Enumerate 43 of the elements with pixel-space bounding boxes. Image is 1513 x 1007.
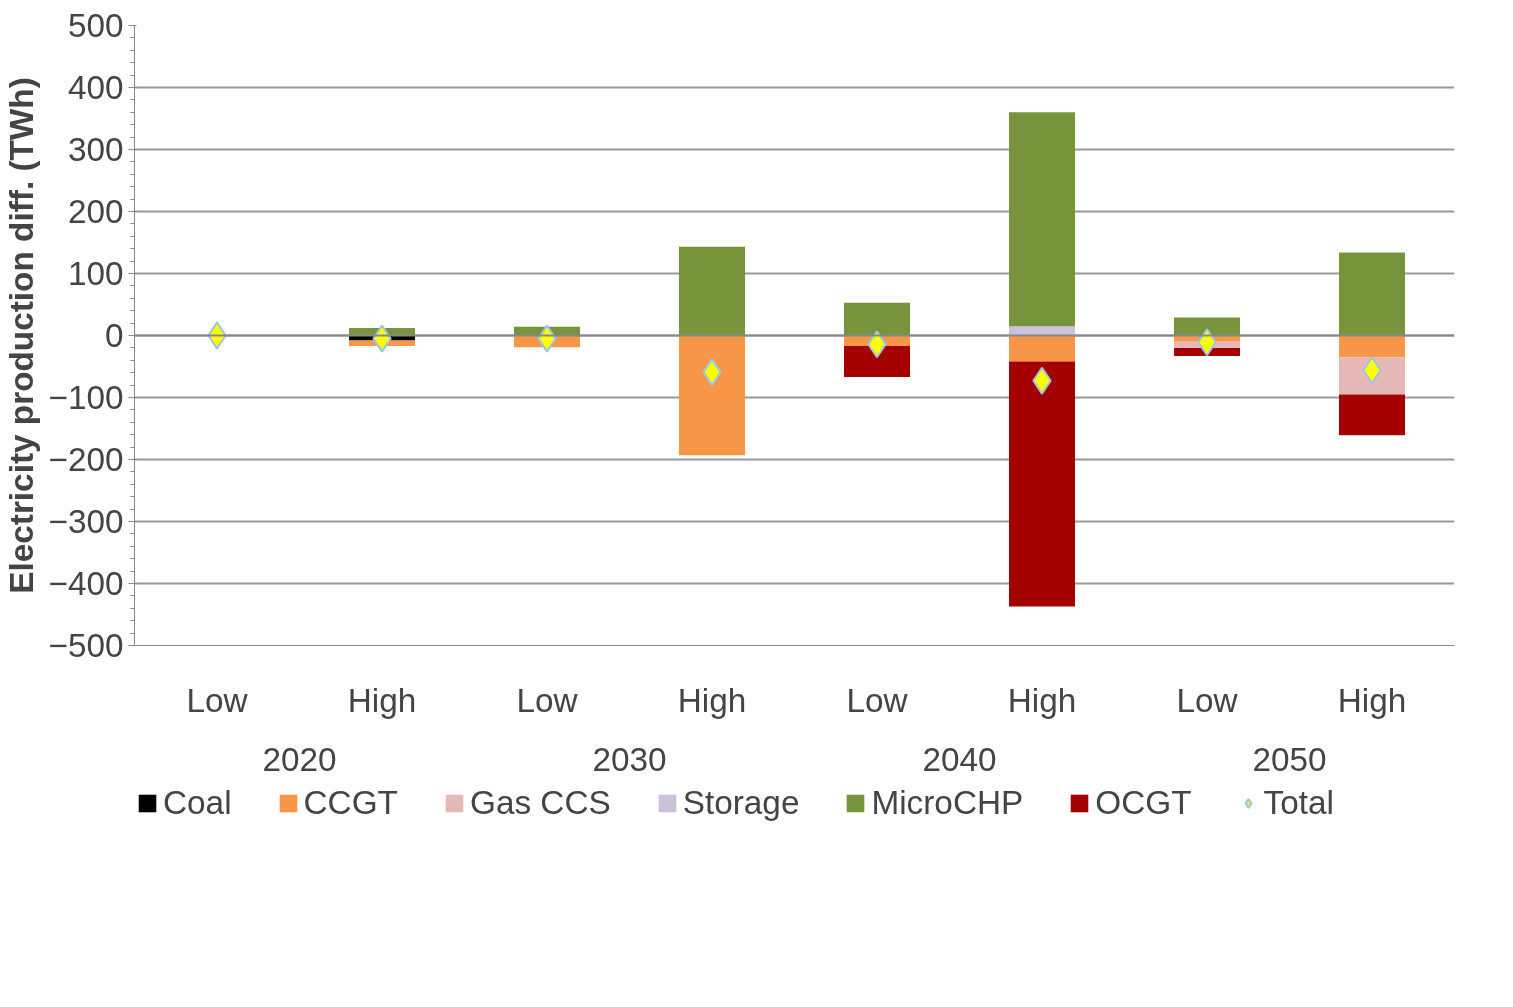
bar [1009,335,1075,362]
bar [1339,394,1405,436]
x-tick-label: High [677,681,747,719]
y-tick-label: 400 [67,69,124,106]
y-tick-label: −300 [48,503,124,540]
x-tick-label: Low [1176,681,1239,719]
text: 2040 [922,740,997,778]
bar [679,335,745,456]
bar [679,246,745,336]
x-tick-label: Low [846,681,909,719]
legend-label: Storage [682,784,800,822]
legend-label: CCGT [303,784,398,822]
y-tick-label: −400 [48,565,124,602]
legend-label: Total [1263,784,1334,822]
legend-label: MicroCHP [871,784,1024,822]
bar [1174,317,1240,336]
legend-label: Coal [162,784,232,822]
y-tick-label: −200 [48,441,124,478]
bar [844,346,910,378]
y-tick-label: 100 [67,255,124,292]
text: 2050 [1252,740,1327,778]
y-tick-label: −500 [48,627,124,664]
legend-label: OCGT [1095,784,1192,822]
x-tick-label: High [347,681,417,719]
x-tick-label: High [1007,681,1077,719]
bar [1339,252,1405,336]
y-tick-label: −100 [48,379,124,416]
y-axis-title: Electricity production diff. (TWh) [3,77,41,594]
bar [1009,361,1075,607]
legend-label: Gas CCS [469,784,611,822]
y-tick-label: 200 [67,193,124,230]
y-tick-label: 0 [104,317,124,354]
bar [1009,326,1075,336]
bar [1339,335,1405,358]
x-tick-label: High [1337,681,1407,719]
y-tick-label: 300 [67,131,124,168]
text: 2030 [592,740,667,778]
text: 2020 [262,740,337,778]
y-tick-label: 500 [67,7,124,44]
x-tick-label: Low [186,681,249,719]
bar [844,302,910,336]
x-tick-label: Low [516,681,579,719]
bar [1009,112,1075,327]
